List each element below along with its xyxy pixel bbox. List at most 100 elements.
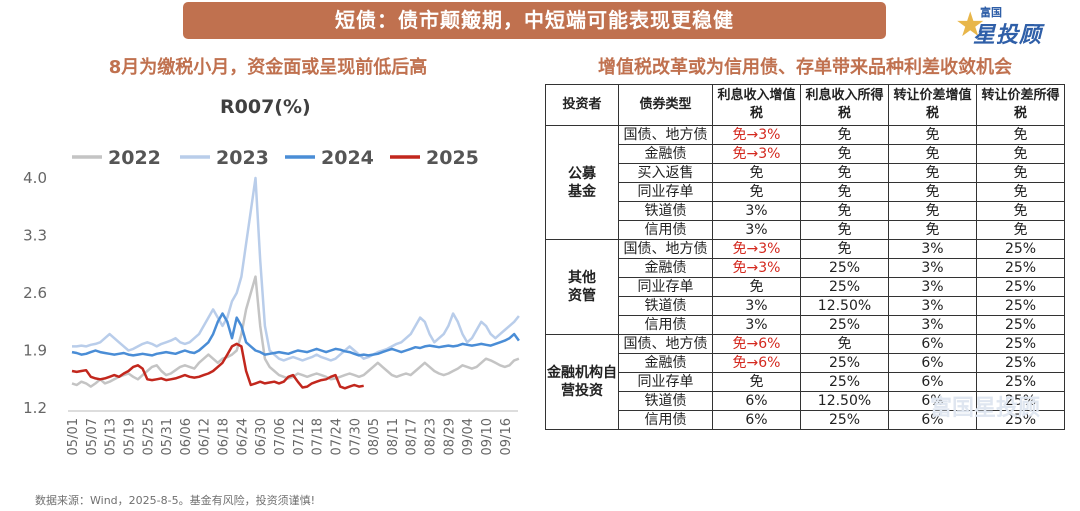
x-tick-label: 08/29 bbox=[442, 418, 457, 455]
table-cell: 25% bbox=[976, 277, 1065, 297]
table-cell: 免 bbox=[800, 182, 889, 202]
table-cell: 免 bbox=[800, 239, 889, 259]
table-cell: 免 bbox=[800, 125, 889, 145]
table-cell: 3% bbox=[712, 296, 801, 316]
table-cell: 25% bbox=[976, 258, 1065, 278]
table-row: 铁道债 3% 免免免 bbox=[546, 201, 1065, 221]
table-cell: 3% bbox=[888, 277, 977, 297]
table-cell: 12.50% bbox=[800, 296, 889, 316]
table-row: 信用债 6% 25% 6% 25% bbox=[546, 410, 1065, 430]
table-cell: 6% bbox=[888, 334, 977, 354]
x-tick-label: 05/13 bbox=[104, 418, 119, 455]
x-tick-label: 07/06 bbox=[273, 418, 288, 455]
table-cell: 免 bbox=[712, 163, 801, 183]
series-line-2023 bbox=[72, 176, 520, 362]
table-row: 同业存单免 25% 6% 25% bbox=[546, 372, 1065, 392]
table-cell: 免 bbox=[976, 144, 1065, 164]
table-cell: 买入返售 bbox=[618, 163, 713, 183]
table-cell: 免→3% bbox=[712, 144, 801, 164]
table-row: 金融债 免→3% 25% 3% 25% bbox=[546, 258, 1065, 278]
table-cell: 免 bbox=[888, 163, 977, 183]
table-cell: 免 bbox=[976, 125, 1065, 145]
table-cell: 25% bbox=[976, 239, 1065, 259]
table-cell: 免→6% bbox=[712, 353, 801, 373]
table-cell: 信用债 bbox=[618, 410, 713, 430]
table-cell: 铁道债 bbox=[618, 201, 713, 221]
y-tick-label: 2.6 bbox=[23, 284, 47, 302]
tax-table: 投资者 债券类型 利息收入增值税 利息收入所得税 转让价差增值税 转让价差所得税… bbox=[545, 84, 1065, 430]
table-cell: 铁道债 bbox=[618, 391, 713, 411]
source-note: 数据来源：Wind，2025-8-5。基金有风险，投资须谨慎! bbox=[35, 494, 315, 507]
table-cell: 金融债 bbox=[618, 144, 713, 164]
series-line-2024 bbox=[71, 312, 520, 357]
header-interest-income-tax: 利息收入所得税 bbox=[800, 84, 889, 126]
header-investor: 投资者 bbox=[545, 84, 619, 126]
x-tick-label: 08/11 bbox=[386, 418, 401, 455]
table-cell: 12.50% bbox=[800, 391, 889, 411]
investor-cell: 公募基金 bbox=[545, 125, 619, 240]
table-cell: 金融债 bbox=[618, 353, 713, 373]
table-cell: 国债、地方债 bbox=[618, 334, 713, 354]
table-cell: 铁道债 bbox=[618, 296, 713, 316]
x-tick-label: 07/30 bbox=[348, 418, 363, 455]
table-cell: 免 bbox=[976, 182, 1065, 202]
x-tick-label: 05/25 bbox=[141, 418, 156, 455]
x-tick-label: 08/17 bbox=[405, 418, 420, 455]
r007-line-chart: 4.0 3.3 2.6 1.9 1.2 05/01 05/07 05/13 05/19 05/25… bbox=[23, 147, 520, 455]
table-row: 金融机构自营投资 国债、地方债 免→6% 免 6% 25% bbox=[545, 334, 1065, 430]
table-cell: 3% bbox=[712, 201, 801, 221]
y-tick-label: 1.9 bbox=[23, 342, 47, 360]
x-tick-label: 07/12 bbox=[292, 418, 307, 455]
table-cell: 免 bbox=[800, 144, 889, 164]
table-cell: 免→3% bbox=[712, 239, 801, 259]
x-tick-label: 09/16 bbox=[499, 418, 514, 455]
logo-top-text: 富国 bbox=[980, 6, 1002, 19]
table-cell: 25% bbox=[800, 410, 889, 430]
star-icon: ★ bbox=[955, 5, 986, 45]
table-cell: 信用债 bbox=[618, 220, 713, 240]
x-tick-label: 08/05 bbox=[367, 418, 382, 455]
table-cell: 免→6% bbox=[712, 334, 801, 354]
table-cell: 25% bbox=[976, 296, 1065, 316]
table-row: 金融债 免→6% 25% 6% 25% bbox=[546, 353, 1065, 373]
table-cell: 25% bbox=[800, 258, 889, 278]
table-cell: 金融债 bbox=[618, 258, 713, 278]
table-cell: 25% bbox=[976, 372, 1065, 392]
x-tick-label: 05/31 bbox=[160, 418, 175, 455]
table-row: 信用债 3% 免免免 bbox=[546, 220, 1065, 240]
table-row: 其他资管 国债、地方债 免→3% 免 3% 25% bbox=[545, 239, 1065, 335]
brand-logo: ★ 富国 星投顾 bbox=[955, 4, 1075, 54]
table-row: 信用债 3% 25% 3% 25% bbox=[546, 315, 1065, 335]
chart-title: R007(%) bbox=[220, 96, 311, 118]
x-tick-label: 06/30 bbox=[254, 418, 269, 455]
header-interest-vat: 利息收入增值税 bbox=[712, 84, 801, 126]
table-cell: 免 bbox=[888, 182, 977, 202]
table-cell: 免→3% bbox=[712, 258, 801, 278]
series-line-2025 bbox=[71, 342, 364, 390]
table-cell: 免 bbox=[800, 334, 889, 354]
table-cell: 免 bbox=[712, 277, 801, 297]
header-spread-vat: 转让价差增值税 bbox=[888, 84, 977, 126]
table-cell: 免 bbox=[712, 182, 801, 202]
x-tick-label: 06/12 bbox=[198, 418, 213, 455]
table-cell: 3% bbox=[888, 296, 977, 316]
table-cell: 25% bbox=[800, 277, 889, 297]
legend-label: 2024 bbox=[321, 147, 374, 169]
table-cell: 3% bbox=[888, 258, 977, 278]
table-row: 铁道债 3% 12.50% 3% 25% bbox=[546, 296, 1065, 316]
y-tick-label: 4.0 bbox=[23, 169, 47, 187]
table-cell: 免 bbox=[888, 201, 977, 221]
table-cell: 免 bbox=[976, 220, 1065, 240]
table-cell: 国债、地方债 bbox=[618, 125, 713, 145]
legend-label: 2022 bbox=[108, 147, 161, 169]
table-cell: 免 bbox=[712, 372, 801, 392]
table-cell: 免 bbox=[976, 163, 1065, 183]
table-cell: 免 bbox=[800, 220, 889, 240]
table-cell: 25% bbox=[976, 334, 1065, 354]
table-cell: 免 bbox=[888, 220, 977, 240]
table-cell: 25% bbox=[976, 353, 1065, 373]
x-tick-label: 06/24 bbox=[235, 418, 250, 455]
x-tick-label: 08/23 bbox=[424, 418, 439, 455]
left-subtitle: 8月为缴税小月，资金面或呈现前低后高 bbox=[108, 57, 428, 78]
table-cell: 同业存单 bbox=[618, 182, 713, 202]
